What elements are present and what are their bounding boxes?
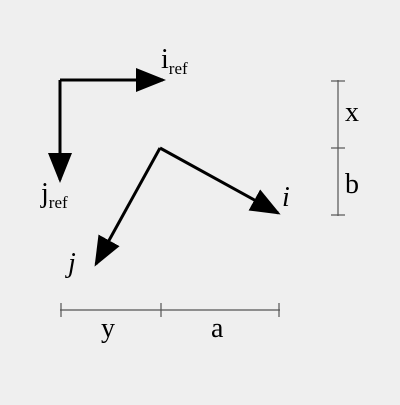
j-arrow xyxy=(94,147,162,267)
rotated-frame: i j xyxy=(65,146,290,279)
j-label: j xyxy=(65,248,76,279)
j-ref-label-sub: ref xyxy=(49,193,68,212)
i-ref-label: iref xyxy=(161,44,188,78)
horizontal-dimension: y a xyxy=(60,303,280,344)
y-dimension-label: y xyxy=(101,313,115,344)
i-arrow xyxy=(159,146,281,215)
j-ref-label-base: j xyxy=(40,178,49,209)
x-dimension-label: x xyxy=(345,97,359,128)
reference-frame: iref jref xyxy=(40,44,188,212)
vertical-dimension: x b xyxy=(331,80,359,216)
b-dimension-label: b xyxy=(345,169,359,200)
a-dimension-label: a xyxy=(211,313,224,344)
j-ref-label: jref xyxy=(40,178,68,212)
i-ref-label-base: i xyxy=(161,44,169,75)
i-label: i xyxy=(282,182,290,213)
i-ref-label-sub: ref xyxy=(169,59,188,78)
